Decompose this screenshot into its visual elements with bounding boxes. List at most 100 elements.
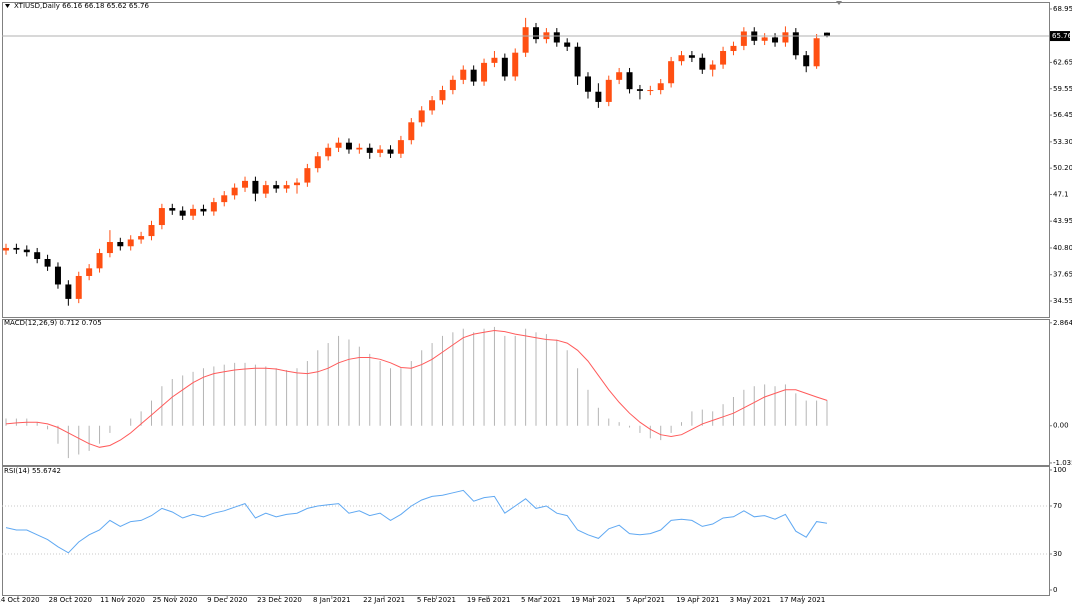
candle-body [262, 185, 269, 194]
x-tick-label: 14 Oct 2020 [0, 596, 40, 604]
candle-body [231, 187, 238, 196]
x-tick-label: 22 Jan 2021 [363, 596, 405, 604]
candle-body [595, 91, 602, 102]
candle-body [377, 149, 384, 153]
y-tick-label: 37.65 [1053, 271, 1072, 279]
candle-body [158, 208, 165, 226]
candle-body [418, 110, 425, 123]
candle-body [678, 55, 685, 62]
y-tick-label: 56.45 [1053, 111, 1072, 119]
candle-body [803, 55, 810, 67]
candle-body [772, 37, 779, 43]
candle-body [242, 180, 249, 188]
candle-body [54, 266, 61, 285]
price-label: 65.76 [1052, 32, 1072, 40]
candle-body [86, 268, 93, 276]
candle-body [533, 27, 540, 40]
y-tick-label: 100 [1053, 466, 1066, 474]
candle-body [200, 208, 207, 212]
menu-arrow[interactable] [5, 4, 10, 8]
y-tick-label: 53.30 [1053, 138, 1072, 146]
candle-body [699, 57, 706, 70]
candle-body [522, 27, 529, 53]
candle-body [470, 69, 477, 82]
candle-body [553, 32, 560, 43]
candle-body [813, 38, 820, 67]
candle-body [335, 142, 342, 148]
x-tick-label: 5 Mar 2021 [521, 596, 561, 604]
candle-body [387, 149, 394, 154]
candle-body [429, 100, 436, 111]
candle-body [460, 69, 467, 80]
x-tick-label: 3 May 2021 [730, 596, 771, 604]
candle-body [252, 180, 259, 194]
candle-body [408, 122, 415, 141]
x-tick-label: 17 May 2021 [780, 596, 826, 604]
candle-body [397, 140, 404, 154]
y-tick-label: 70 [1053, 502, 1062, 510]
y-tick-label: 34.55 [1053, 297, 1072, 305]
candle-body [636, 89, 643, 91]
rsi-panel [2, 466, 1050, 596]
y-tick-label: 40.80 [1053, 244, 1072, 252]
x-tick-label: 9 Dec 2020 [207, 596, 247, 604]
x-tick-label: 5 Apr 2021 [626, 596, 665, 604]
candle-body [169, 208, 176, 211]
x-tick-label: 19 Feb 2021 [467, 596, 511, 604]
candle-body [345, 142, 352, 150]
candle-body [792, 32, 799, 56]
candle-body [314, 156, 321, 169]
candle-body [782, 32, 789, 43]
candle-body [325, 147, 332, 157]
candle-body [626, 72, 633, 90]
y-tick-label: 50.20 [1053, 164, 1072, 172]
candle-body [688, 55, 695, 58]
candle-body [709, 64, 716, 70]
rsi-line [5, 489, 828, 554]
candle-body [657, 83, 664, 91]
candle-body [34, 252, 41, 259]
x-tick-label: 25 Nov 2020 [152, 596, 197, 604]
candle-body [481, 62, 488, 82]
candle-body [564, 42, 571, 47]
candle-body [3, 247, 9, 251]
y-tick-label: 30 [1053, 550, 1062, 558]
y-tick-label: 62.65 [1053, 58, 1072, 66]
candle-body [65, 284, 72, 299]
candle-body [366, 147, 373, 153]
candle-body [439, 90, 446, 101]
y-tick-label: 59.55 [1053, 85, 1072, 93]
candle-body [117, 242, 124, 247]
x-tick-label: 19 Apr 2021 [676, 596, 719, 604]
candle-body [190, 208, 197, 216]
candle-body [106, 242, 113, 254]
candle-body [824, 32, 830, 37]
candle-body [616, 72, 623, 80]
y-tick-label: 0 [1053, 586, 1057, 594]
candle-body [138, 236, 145, 240]
y-tick-label: -1.035 [1053, 459, 1072, 467]
signal-line [5, 329, 828, 448]
candle-body [13, 247, 20, 250]
price-panel [2, 2, 1050, 318]
candle-body [304, 168, 311, 183]
candle-body [210, 202, 217, 212]
candle-body [720, 50, 727, 65]
candle-body [23, 249, 30, 253]
candle-body [668, 61, 675, 84]
y-tick-label: 2.864 [1053, 319, 1072, 327]
macd-panel [2, 319, 1050, 466]
candle-body [574, 46, 581, 77]
candle-body [44, 258, 51, 267]
candle-body [179, 210, 186, 216]
candle-body [283, 185, 290, 189]
y-tick-label: 0.00 [1053, 422, 1069, 430]
x-tick-label: 23 Dec 2020 [257, 596, 302, 604]
x-tick-label: 11 Nov 2020 [100, 596, 145, 604]
candle-body [512, 52, 519, 77]
y-tick-label: 47.1 [1053, 190, 1069, 198]
x-tick-label: 28 Oct 2020 [49, 596, 92, 604]
